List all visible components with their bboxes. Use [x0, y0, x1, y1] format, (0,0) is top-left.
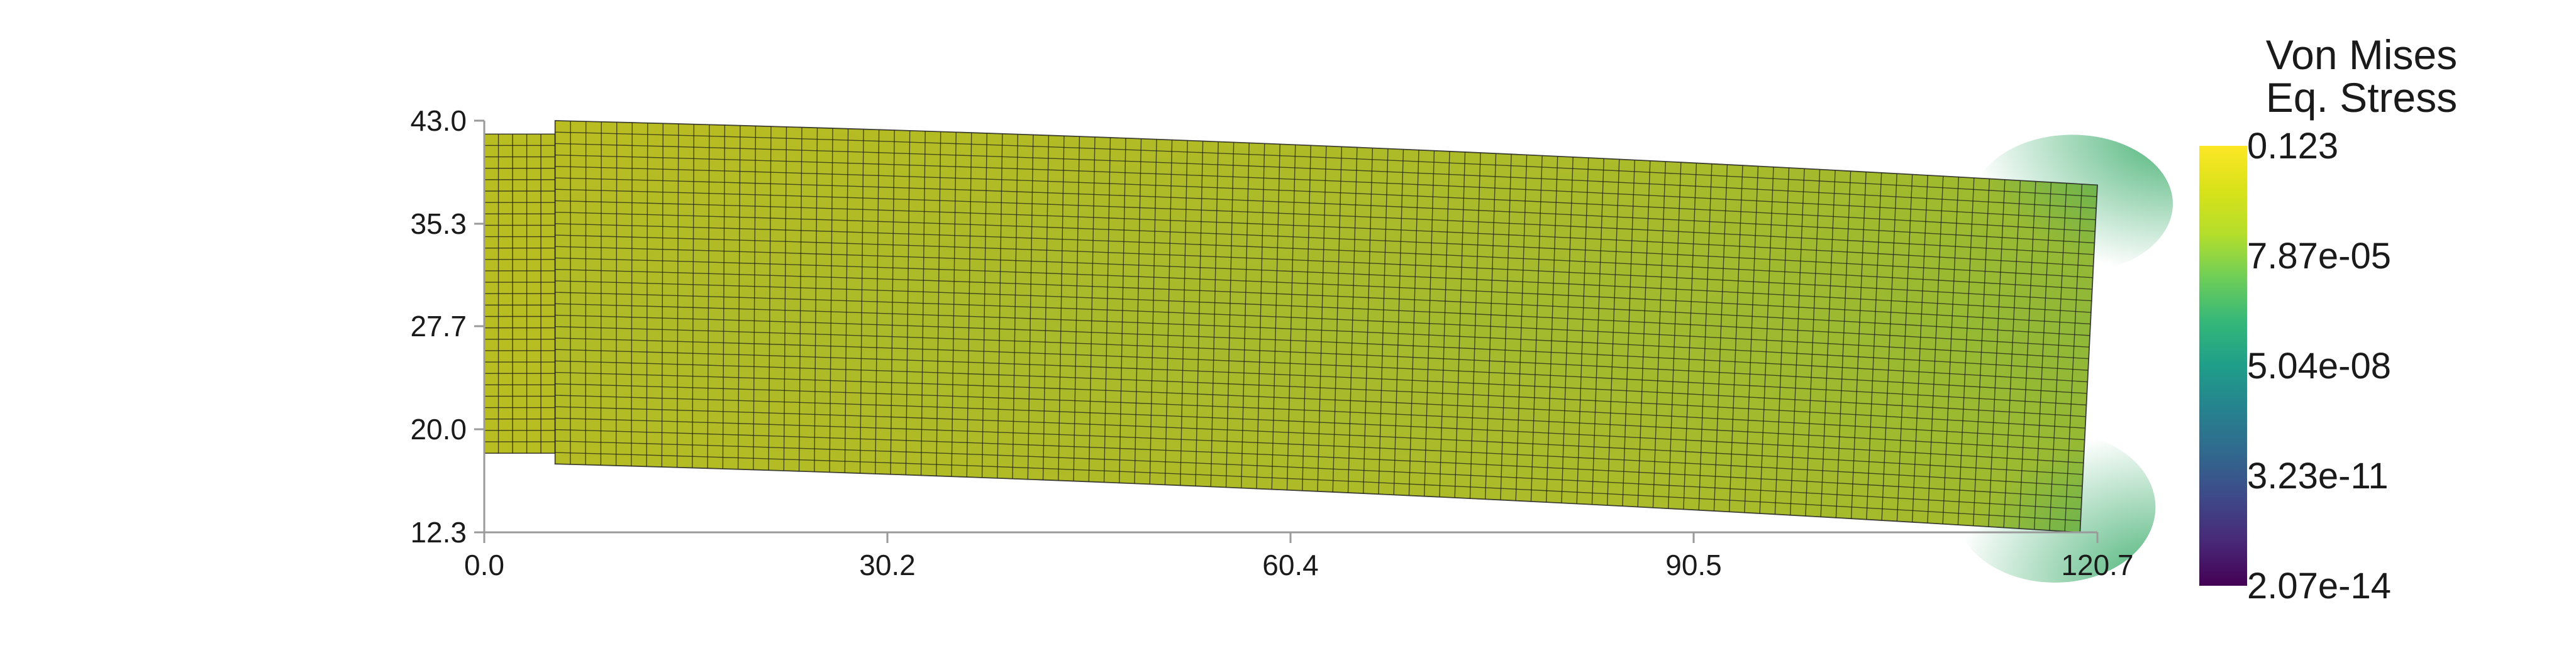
beam-grid-line: [555, 166, 2096, 232]
x-ticks: 0.0 30.2 60.4 90.5 120.7: [464, 532, 2134, 581]
beam-grid-line: [555, 189, 2094, 255]
beam-grid-line: [555, 246, 2091, 313]
y-tick-label: 12.3: [410, 516, 467, 549]
colorbar-title-line1: Von Mises: [2266, 31, 2457, 78]
axes: 0.0 30.2 60.4 90.5 120.7 43.0 35.3 27.7 …: [410, 104, 2133, 581]
beam-grid-line: [555, 234, 2092, 302]
beam-grid-line: [555, 257, 2090, 325]
colorbar-label: 2.07e-14: [2247, 566, 2391, 606]
beam-grid-line: [555, 429, 2082, 498]
beam-grid-line: [555, 143, 2097, 209]
beam-grid-line: [555, 360, 2085, 429]
beam-grid-line: [555, 154, 2096, 221]
y-tick-label: 35.3: [410, 207, 467, 240]
beam-grid-line: [555, 177, 2095, 244]
beam-grid-line: [555, 200, 2094, 267]
y-tick-label: 20.0: [410, 413, 467, 446]
beam-grid-line: [555, 326, 2087, 394]
x-tick-label: 30.2: [859, 549, 916, 581]
colorbar-legend: Von Mises Eq. Stress 0.123 7.87e-05 5.04…: [2199, 31, 2457, 606]
beam-grid-line: [555, 406, 2084, 475]
beam-grid-line: [555, 371, 2085, 441]
beam-grid-line: [555, 452, 2081, 522]
beam-grid-line: [555, 292, 2089, 359]
beam-grid-line: [555, 303, 2089, 371]
beam-grid-line: [555, 314, 2088, 383]
beam-grid-line: [555, 395, 2084, 464]
beam-grid-line: [555, 441, 2082, 510]
x-tick-label: 0.0: [464, 549, 504, 581]
y-ticks: 43.0 35.3 27.7 20.0 12.3: [410, 104, 484, 549]
beam-grid-line: [555, 280, 2090, 348]
x-tick-label: 60.4: [1262, 549, 1319, 581]
beam-grid-line: [555, 337, 2087, 406]
beam-grid-line: [555, 223, 2092, 290]
y-tick-label: 27.7: [410, 310, 467, 343]
mesh-layer: [484, 120, 2173, 583]
beam-grid-line: [555, 349, 2086, 417]
beam-grid-line: [555, 417, 2083, 487]
colorbar-label: 0.123: [2247, 126, 2338, 167]
beam-grid-line: [555, 268, 2090, 336]
colorbar-title-line2: Eq. Stress: [2266, 74, 2457, 121]
colorbar-label: 5.04e-08: [2247, 346, 2391, 387]
colorbar-label: 7.87e-05: [2247, 236, 2391, 277]
colorbar-gradient: [2199, 146, 2247, 586]
x-tick-label: 90.5: [1665, 549, 1722, 581]
x-tick-label: 120.7: [2061, 549, 2133, 581]
beam-grid-line: [555, 211, 2093, 278]
beam-grid-line: [555, 383, 2084, 452]
colorbar-label: 3.23e-11: [2247, 456, 2389, 497]
beam-grid-line: [555, 131, 2097, 197]
y-tick-label: 43.0: [410, 104, 467, 137]
